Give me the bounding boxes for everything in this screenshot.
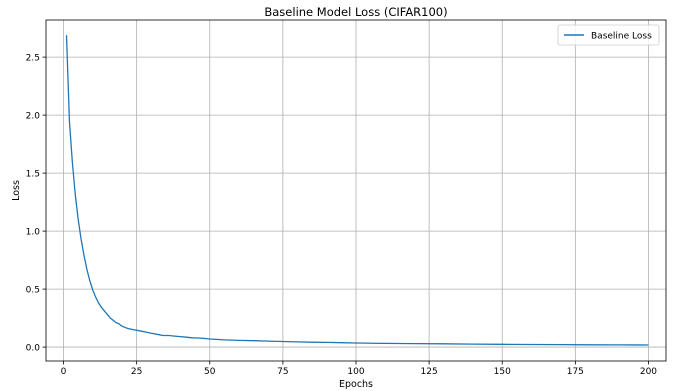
chart-title: Baseline Model Loss (CIFAR100) <box>264 5 447 19</box>
x-tick-label: 150 <box>494 367 511 377</box>
y-axis: 0.0 0.5 1.0 1.5 2.0 2.5 <box>26 53 46 353</box>
y-tick-label: 2.0 <box>26 111 41 121</box>
y-axis-label: Loss <box>11 180 22 201</box>
x-axis: 0 25 50 75 100 125 150 175 200 <box>61 361 657 377</box>
legend-box <box>557 24 660 46</box>
y-tick-label: 2.5 <box>26 53 40 63</box>
series-layer <box>65 35 649 346</box>
x-tick-label: 200 <box>640 367 657 377</box>
y-tick-label: 0.0 <box>26 343 41 353</box>
y-tick-label: 1.5 <box>26 169 40 179</box>
x-tick-label: 175 <box>567 367 584 377</box>
y-tick-label: 0.5 <box>26 285 40 295</box>
grid <box>46 20 666 361</box>
x-tick-label: 50 <box>204 367 216 377</box>
x-tick-label: 75 <box>277 367 288 377</box>
x-tick-label: 100 <box>347 367 364 377</box>
series-line <box>65 35 649 346</box>
legend-label: Baseline Loss <box>591 32 652 42</box>
x-tick-label: 25 <box>131 367 142 377</box>
x-axis-label: Epochs <box>339 379 373 390</box>
x-tick-label: 0 <box>61 367 67 377</box>
x-tick-label: 125 <box>421 367 438 377</box>
legend: Baseline Loss <box>557 24 660 46</box>
y-tick-label: 1.0 <box>26 227 41 237</box>
